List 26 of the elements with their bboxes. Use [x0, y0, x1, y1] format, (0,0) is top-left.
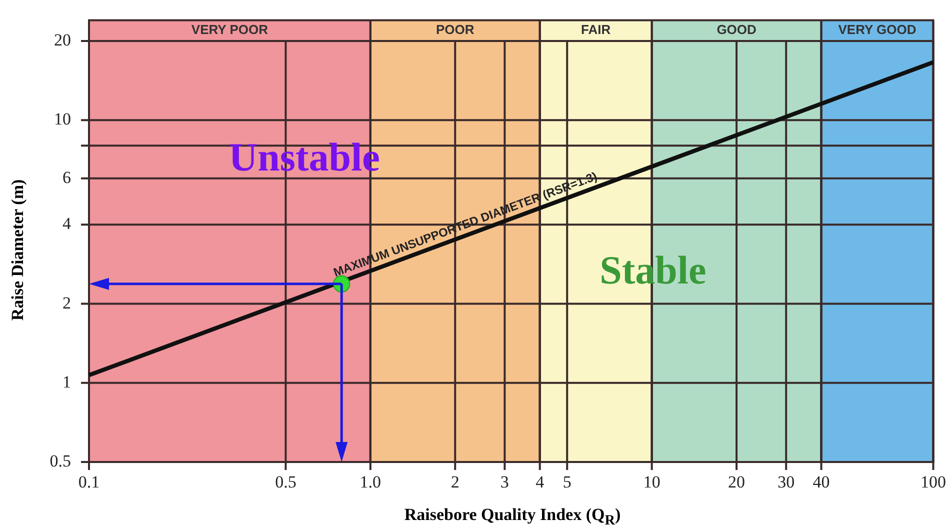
x-tick-label: 2	[450, 472, 460, 492]
x-tick-label: 30	[778, 472, 795, 492]
band-label: VERY POOR	[191, 22, 269, 37]
x-tick-label: 4	[536, 472, 545, 492]
x-tick-label: 5	[562, 472, 572, 492]
band-label: FAIR	[581, 22, 612, 37]
y-tick-label: 6	[62, 168, 71, 187]
y-tick-label: 10	[54, 110, 71, 129]
x-tick-label: 40	[812, 472, 830, 492]
y-tick-label: 20	[54, 30, 71, 50]
y-tick-label: 2	[62, 293, 71, 312]
y-tick-label: 4	[62, 214, 72, 234]
y-tick-label: 0.5	[50, 451, 71, 470]
x-tick-label: 1.0	[360, 472, 382, 492]
x-tick-label: 3	[500, 472, 509, 492]
x-tick-label: 100	[920, 472, 946, 492]
x-tick-label: 0.1	[78, 472, 100, 492]
x-tick-label: 20	[728, 472, 746, 492]
y-tick-label: 1	[62, 372, 71, 392]
x-tick-label: 10	[643, 472, 660, 492]
x-tick-label: 0.5	[275, 472, 296, 492]
band-label: GOOD	[716, 22, 756, 37]
band-label: POOR	[436, 22, 475, 37]
y-axis-title: Raise Diameter (m)	[8, 178, 28, 323]
band-label: VERY GOOD	[838, 22, 916, 37]
x-axis-title: Raisebore Quality Index (Q$_{R}$)	[403, 505, 622, 530]
